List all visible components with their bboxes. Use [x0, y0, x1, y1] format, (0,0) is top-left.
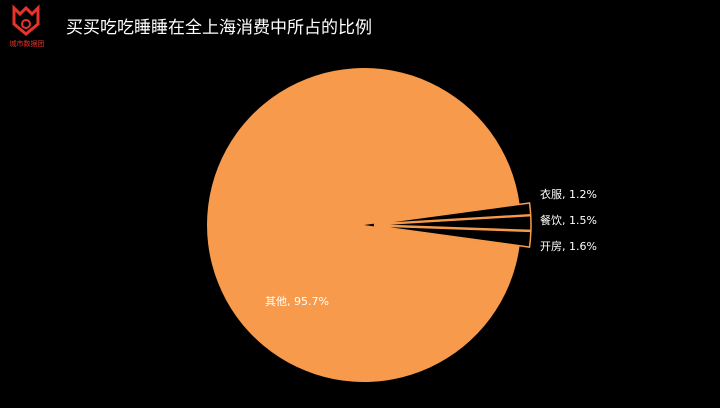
slice-label: 餐饮, 1.5% [540, 213, 597, 227]
logo: 城市数据团 [10, 4, 45, 48]
slice-label: 开房, 1.6% [540, 240, 597, 253]
pie-slice [207, 67, 520, 382]
slice-label: 衣服, 1.2% [540, 187, 597, 201]
pie-slice [373, 202, 532, 225]
chart-title: 买买吃吃睡睡在全上海消费中所占的比例 [66, 18, 372, 38]
logo-text: 城市数据团 [10, 39, 45, 48]
slice-label: 其他, 95.7% [265, 295, 329, 308]
pie-slice [373, 214, 532, 232]
pie-slice [373, 225, 532, 248]
